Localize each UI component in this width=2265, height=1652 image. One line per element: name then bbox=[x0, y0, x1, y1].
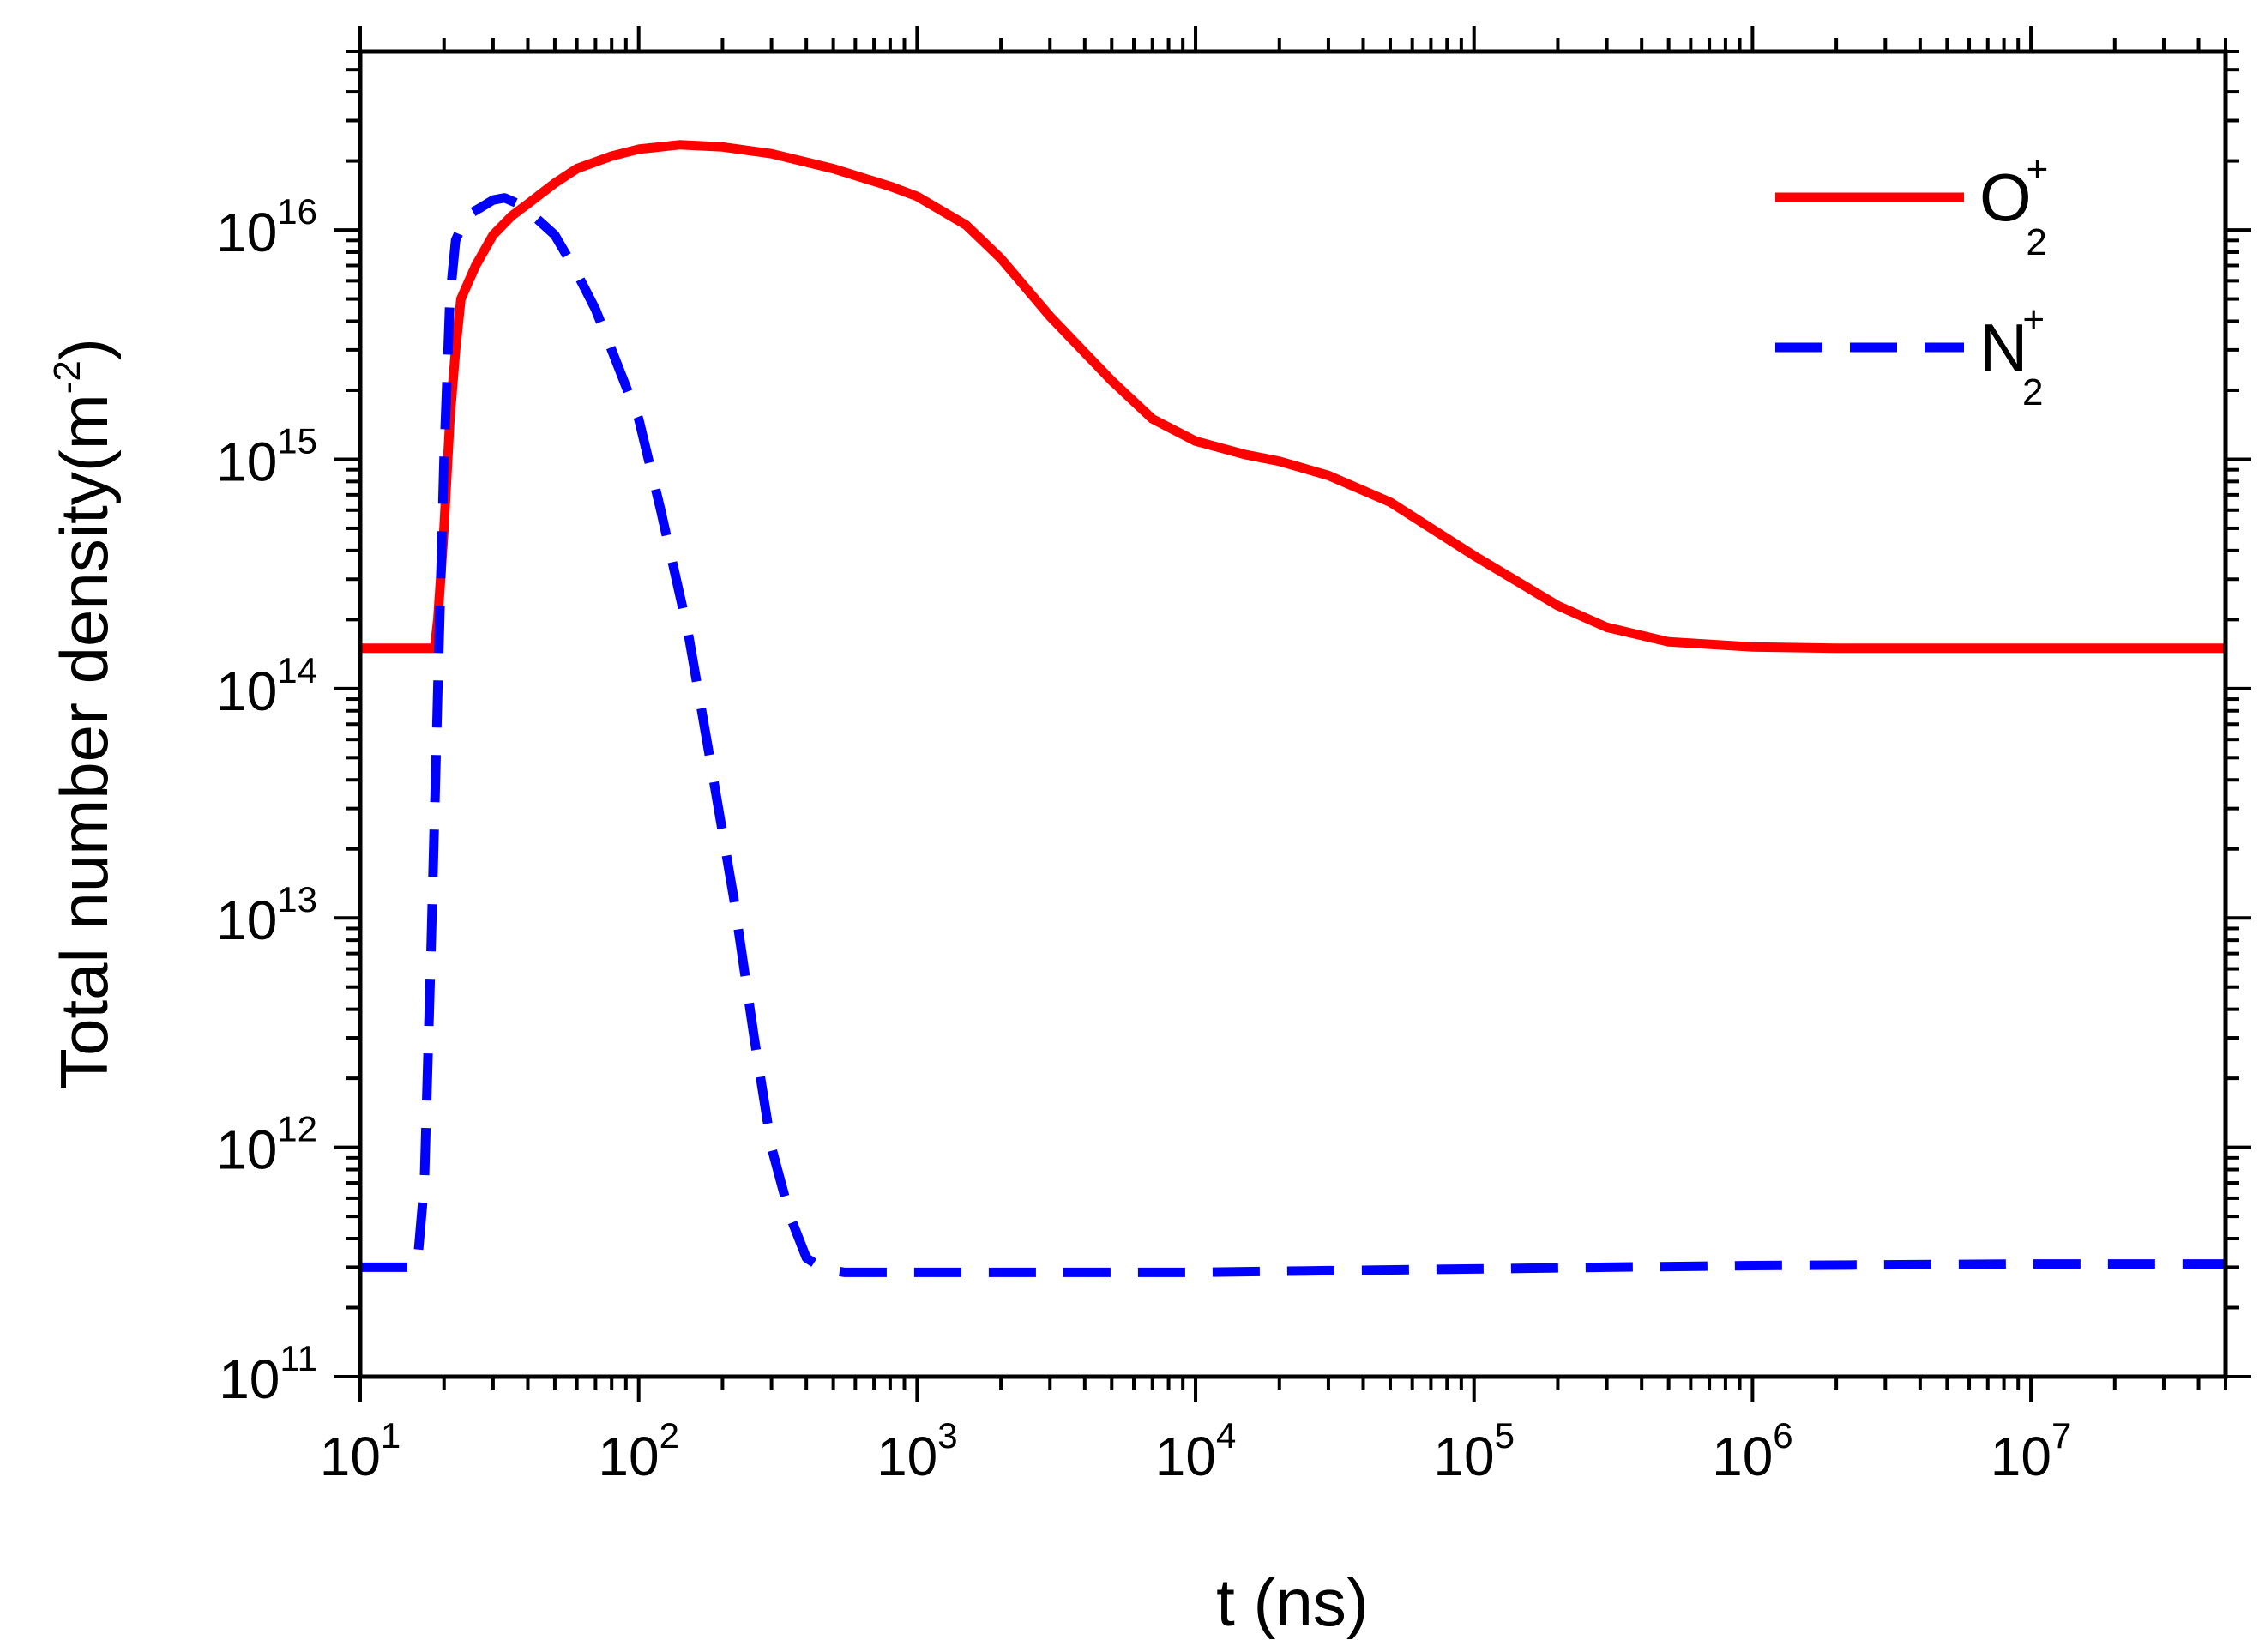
y-tick-label: 1016 bbox=[216, 191, 317, 263]
x-tick-label-base: 10 bbox=[320, 1426, 381, 1487]
y-tick-label-base: 10 bbox=[216, 202, 277, 263]
x-tick-label-exponent: 4 bbox=[1216, 1415, 1236, 1456]
y-tick-label-exponent: 14 bbox=[277, 650, 317, 690]
y-axis-label-close: ) bbox=[46, 338, 122, 360]
y-axis-label-main: Total number density(m bbox=[46, 394, 122, 1089]
tick-labels: 101 102 103 104 105 106 1071011101210131014101… bbox=[216, 191, 2071, 1487]
y-tick-label-base: 10 bbox=[216, 660, 277, 722]
x-tick-label: 102 bbox=[598, 1415, 679, 1487]
x-tick-label-base: 10 bbox=[876, 1426, 937, 1487]
x-tick-label-base: 10 bbox=[1991, 1426, 2051, 1487]
legend-o2-base: O bbox=[1979, 160, 2032, 235]
x-tick-label-base: 10 bbox=[598, 1426, 659, 1487]
y-tick-label-base: 10 bbox=[216, 431, 277, 492]
x-tick-label: 101 bbox=[320, 1415, 401, 1487]
legend-o2-superscript: + bbox=[2027, 148, 2049, 190]
y-tick-label: 1011 bbox=[219, 1338, 317, 1410]
series-line-n2-plus bbox=[360, 193, 2226, 1277]
legend: O+ 2 N+ 2 bbox=[1775, 148, 2048, 413]
x-tick-label-exponent: 3 bbox=[937, 1415, 957, 1456]
y-tick-label-base: 10 bbox=[216, 1119, 277, 1181]
y-tick-label-base: 10 bbox=[219, 1348, 280, 1410]
y-tick-label: 1014 bbox=[216, 650, 317, 722]
x-tick-label-exponent: 6 bbox=[1773, 1415, 1792, 1456]
x-tick-label: 106 bbox=[1712, 1415, 1793, 1487]
y-tick-label-exponent: 11 bbox=[280, 1338, 317, 1378]
x-tick-label: 107 bbox=[1991, 1415, 2072, 1487]
legend-label-n2-plus: N+ 2 bbox=[1979, 298, 2045, 413]
y-tick-label: 1013 bbox=[216, 879, 317, 951]
plot-frame bbox=[358, 49, 2228, 1379]
legend-o2-subscript: 2 bbox=[2026, 221, 2046, 263]
x-tick-label: 105 bbox=[1433, 1415, 1515, 1487]
y-tick-label-exponent: 13 bbox=[277, 879, 317, 919]
x-tick-label: 104 bbox=[1155, 1415, 1237, 1487]
legend-n2-subscript: 2 bbox=[2022, 371, 2043, 413]
x-axis-label: t (ns) bbox=[1216, 1565, 1369, 1640]
axis-ticks bbox=[334, 26, 2251, 1402]
y-tick-label-base: 10 bbox=[216, 889, 277, 951]
legend-n2-base: N bbox=[1979, 310, 2027, 385]
y-tick-label-exponent: 16 bbox=[277, 191, 317, 232]
y-tick-label: 1012 bbox=[216, 1109, 317, 1181]
y-axis-label: Total number density(m-2) bbox=[46, 338, 122, 1089]
x-tick-label-base: 10 bbox=[1433, 1426, 1494, 1487]
x-tick-label-exponent: 7 bbox=[2051, 1415, 2071, 1456]
x-tick-label-base: 10 bbox=[1712, 1426, 1773, 1487]
series-line-o2-plus bbox=[360, 140, 2226, 654]
x-tick-label-exponent: 1 bbox=[381, 1415, 401, 1456]
legend-label-o2-plus: O+ 2 bbox=[1979, 148, 2048, 263]
y-tick-label-exponent: 12 bbox=[277, 1109, 317, 1149]
x-tick-label: 103 bbox=[876, 1415, 958, 1487]
plot-series bbox=[360, 140, 2226, 1277]
y-tick-label-exponent: 15 bbox=[277, 420, 317, 461]
y-tick-label: 1015 bbox=[216, 420, 317, 492]
y-axis-label-superscript: -2 bbox=[46, 360, 88, 394]
x-tick-label-exponent: 2 bbox=[660, 1415, 679, 1456]
x-tick-label-exponent: 5 bbox=[1495, 1415, 1515, 1456]
x-tick-label-base: 10 bbox=[1155, 1426, 1216, 1487]
legend-n2-superscript: + bbox=[2022, 298, 2045, 341]
